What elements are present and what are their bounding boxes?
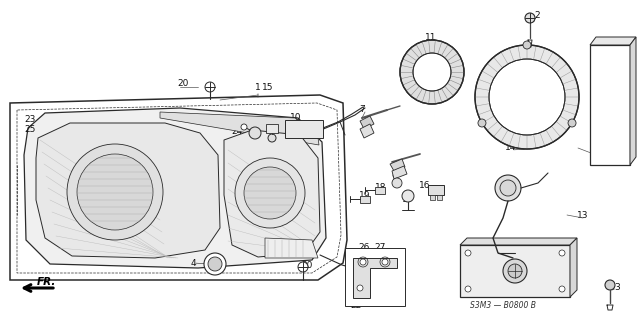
Bar — [375, 187, 385, 194]
Circle shape — [523, 41, 531, 49]
Text: 24: 24 — [232, 127, 243, 136]
Bar — [266, 124, 278, 133]
Polygon shape — [630, 37, 636, 165]
Text: 11: 11 — [425, 33, 436, 42]
Polygon shape — [224, 130, 320, 257]
Circle shape — [605, 280, 615, 290]
Text: S3M3 — B0800 B: S3M3 — B0800 B — [470, 301, 536, 310]
Text: 8: 8 — [259, 136, 265, 145]
Circle shape — [298, 262, 308, 272]
Text: 12: 12 — [598, 151, 610, 160]
Polygon shape — [160, 112, 319, 145]
Polygon shape — [24, 108, 326, 268]
Circle shape — [568, 119, 576, 127]
Circle shape — [503, 259, 527, 283]
Text: 17: 17 — [403, 196, 413, 204]
Text: 1: 1 — [255, 84, 261, 93]
Bar — [590, 45, 630, 165]
Text: 15: 15 — [262, 84, 274, 93]
Circle shape — [402, 190, 414, 202]
Circle shape — [204, 253, 226, 275]
Polygon shape — [265, 238, 318, 258]
Polygon shape — [590, 37, 636, 45]
Circle shape — [475, 45, 579, 149]
Polygon shape — [570, 238, 577, 297]
Circle shape — [495, 175, 521, 201]
Text: 27: 27 — [374, 243, 386, 253]
Bar — [428, 185, 444, 195]
Circle shape — [489, 59, 565, 135]
Circle shape — [382, 259, 388, 265]
Bar — [437, 195, 442, 200]
Polygon shape — [360, 124, 374, 138]
Polygon shape — [36, 123, 220, 258]
Circle shape — [392, 178, 402, 188]
Polygon shape — [360, 116, 374, 129]
Circle shape — [559, 286, 565, 292]
Circle shape — [559, 250, 565, 256]
Text: 18: 18 — [375, 183, 387, 192]
Circle shape — [400, 40, 464, 104]
Circle shape — [241, 124, 247, 130]
Polygon shape — [392, 166, 407, 179]
Text: 16: 16 — [419, 181, 431, 189]
Polygon shape — [10, 95, 347, 280]
Text: 19: 19 — [359, 190, 371, 199]
Text: 25: 25 — [24, 125, 36, 135]
Circle shape — [77, 154, 153, 230]
Bar — [460, 245, 570, 297]
Text: 3: 3 — [614, 284, 620, 293]
Circle shape — [508, 264, 522, 278]
Circle shape — [465, 286, 471, 292]
Bar — [360, 196, 370, 203]
Circle shape — [478, 119, 486, 127]
Polygon shape — [390, 159, 405, 171]
Bar — [285, 120, 323, 138]
Circle shape — [244, 167, 296, 219]
Circle shape — [465, 250, 471, 256]
Text: 10: 10 — [291, 114, 301, 122]
Text: 4: 4 — [190, 258, 196, 268]
Text: 13: 13 — [577, 211, 589, 219]
Text: 9: 9 — [391, 174, 397, 182]
Circle shape — [235, 158, 305, 228]
Text: FR.: FR. — [36, 277, 56, 287]
Text: 21: 21 — [350, 291, 362, 300]
Text: 20: 20 — [301, 261, 313, 270]
Text: 23: 23 — [24, 115, 36, 124]
Circle shape — [67, 144, 163, 240]
Bar — [430, 195, 435, 200]
Text: 2: 2 — [534, 11, 540, 20]
Circle shape — [208, 257, 222, 271]
Text: 22: 22 — [350, 300, 362, 309]
Polygon shape — [460, 238, 577, 245]
Circle shape — [500, 180, 516, 196]
Bar — [345, 248, 405, 306]
Circle shape — [205, 82, 215, 92]
Circle shape — [249, 127, 261, 139]
Text: 7: 7 — [359, 105, 365, 114]
Circle shape — [268, 134, 276, 142]
Text: 20: 20 — [177, 78, 189, 87]
Text: 14: 14 — [506, 144, 516, 152]
Text: 26: 26 — [358, 243, 370, 253]
Polygon shape — [353, 258, 397, 298]
Circle shape — [413, 53, 451, 91]
Circle shape — [357, 285, 363, 291]
Circle shape — [525, 13, 535, 23]
Circle shape — [360, 259, 366, 265]
